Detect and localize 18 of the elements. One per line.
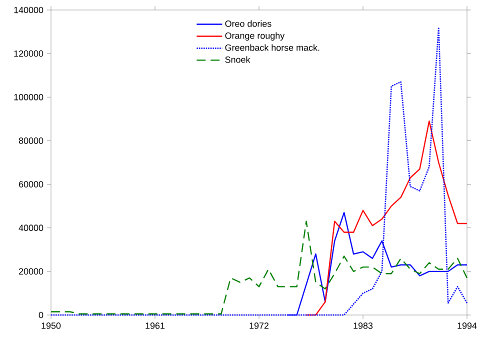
x-tick-label: 1983 bbox=[354, 322, 373, 329]
legend-label: Snoek bbox=[225, 56, 250, 63]
y-tick-label: 0 bbox=[38, 312, 44, 318]
legend-label: Greenback horse mack. bbox=[225, 44, 320, 51]
y-tick-label: 80000 bbox=[18, 138, 44, 144]
line-series bbox=[306, 120, 468, 316]
legend-label: Orange roughy bbox=[225, 32, 285, 41]
x-tick-label: 1994 bbox=[458, 322, 477, 329]
x-tick-label: 1961 bbox=[146, 322, 165, 329]
y-tick-label: 20000 bbox=[19, 268, 44, 275]
y-tick-label: 140000 bbox=[14, 6, 44, 14]
x-tick-label: 1950 bbox=[42, 322, 61, 329]
y-tick-label: 40000 bbox=[18, 224, 44, 232]
legend-label: Oreo dories bbox=[225, 20, 272, 27]
x-tick-label: 1972 bbox=[250, 322, 269, 329]
y-tick-label: 100000 bbox=[14, 94, 44, 100]
y-tick-label: 60000 bbox=[19, 181, 44, 188]
y-tick-label: 120000 bbox=[14, 50, 44, 57]
